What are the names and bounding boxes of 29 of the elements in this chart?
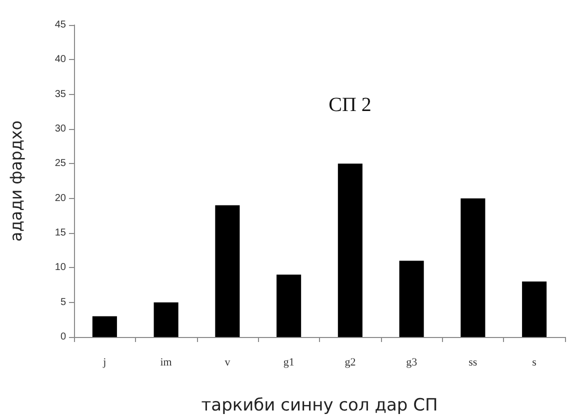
- bar: [399, 260, 424, 337]
- y-tick-label: 10: [54, 262, 66, 274]
- x-tick-label: v: [224, 356, 231, 368]
- y-tick-label: 15: [54, 228, 66, 238]
- x-tick-label: im: [160, 356, 172, 368]
- x-tick-label: ss: [468, 356, 478, 368]
- bar: [215, 205, 240, 337]
- y-tick-label: 45: [54, 20, 66, 30]
- bar: [460, 198, 486, 337]
- x-axis-title: таркиби синну сол дар СП: [201, 396, 438, 416]
- bar: [522, 282, 547, 337]
- bar: [276, 274, 302, 337]
- y-tick-label: 5: [60, 296, 66, 308]
- y-tick-label: 20: [54, 192, 66, 204]
- y-tick-label: 30: [54, 124, 66, 134]
- x-tick-label: j: [102, 356, 106, 368]
- y-axis-title: адади фардхо: [6, 120, 26, 242]
- y-tick-label: 0: [60, 332, 66, 342]
- y-tick-label: 40: [54, 54, 66, 66]
- y-tick-label: 35: [54, 88, 66, 100]
- x-tick-label: g2: [344, 356, 356, 368]
- text: СП 2: [328, 94, 372, 116]
- y-tick-label: 25: [54, 158, 66, 170]
- bar: [338, 164, 362, 337]
- x-tick-label: g3: [406, 356, 418, 368]
- x-tick-label: s: [532, 356, 536, 368]
- bar: [154, 302, 178, 337]
- bar: [92, 316, 117, 337]
- x-tick-label: g1: [283, 356, 294, 368]
